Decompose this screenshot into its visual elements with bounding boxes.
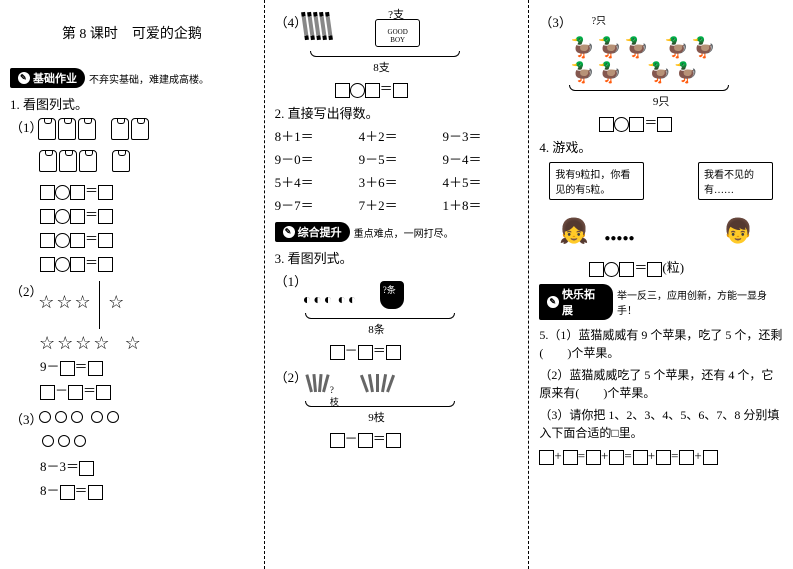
eq-line: 9－＝ xyxy=(40,357,254,377)
eq-boxes: ＝ xyxy=(40,181,254,201)
circles xyxy=(40,433,254,453)
circles xyxy=(37,413,120,428)
eq-boxes: －＝ xyxy=(330,341,519,361)
question-4: 4. 游戏。 xyxy=(539,137,783,156)
eq-sequence: +=+=+=+ xyxy=(539,448,783,465)
eq-boxes: －＝ xyxy=(330,429,519,449)
ducks: 🦆🦆🦆 🦆🦆 xyxy=(569,35,783,60)
badge-text: 综合提升 xyxy=(298,224,342,240)
eq-boxes: －＝ xyxy=(40,381,254,401)
dialog-1: 我有9粒扣，你看见的有5粒。 xyxy=(549,162,644,200)
carrots-icon xyxy=(361,367,401,397)
coat-icon xyxy=(112,150,130,172)
q5-3: （3）请你把 1、2、3、4、5、6、7、8 分别填入下面合适的□里。 xyxy=(539,406,783,442)
badge-sub: 举一反三，应用创新，方能一显身手！ xyxy=(617,287,783,317)
game-scene: 我有9粒扣，你看见的有5粒。 我看不见的有…… 👧 ●●●●● 👦 xyxy=(539,162,783,252)
q1-4-num: （4） xyxy=(275,12,299,31)
coat-icon xyxy=(59,150,77,172)
total-label: 8条 xyxy=(235,321,519,337)
coat-icon xyxy=(38,118,56,140)
eq-boxes: ＝ xyxy=(40,205,254,225)
eq-boxes: ＝ xyxy=(40,229,254,249)
q1-1-num: （1） xyxy=(10,117,34,136)
unit: (粒) xyxy=(662,260,684,275)
buttons-icon: ●●●●● xyxy=(604,233,634,244)
stars: ☆☆☆ ☆ xyxy=(37,296,125,311)
coat-icon xyxy=(58,118,76,140)
eq-line: 8－＝ xyxy=(40,481,254,501)
coat-icon xyxy=(79,150,97,172)
section-comprehensive: 综合提升 重点难点，一网打尽。 xyxy=(275,222,519,242)
pencil-icon xyxy=(283,226,295,238)
question-1: 1. 看图列式。 xyxy=(10,94,254,113)
carrots-icon: ?枝 xyxy=(302,367,342,397)
badge-text: 基础作业 xyxy=(33,70,77,86)
total-label: 9只 xyxy=(539,93,783,109)
pencil-box-icon: GOODBOY xyxy=(375,19,420,47)
badge-sub: 重点难点，一网打尽。 xyxy=(354,225,454,240)
q1-3-num: （3） xyxy=(10,409,34,428)
coat-icon xyxy=(131,118,149,140)
eq-boxes: ＝(粒) xyxy=(589,258,783,278)
coat-icon xyxy=(39,150,57,172)
coat-icon xyxy=(111,118,129,140)
badge-sub: 不弃实基础，难建成高楼。 xyxy=(89,71,209,86)
q3-2-num: （2） xyxy=(275,367,299,386)
boy-icon: 👦 xyxy=(723,217,753,252)
pencil-icon xyxy=(18,72,30,84)
brace-icon xyxy=(305,401,455,407)
lesson-title: 第 8 课时 可爱的企鹅 xyxy=(10,23,254,43)
eq-boxes: ＝ xyxy=(40,253,254,273)
pens-icon xyxy=(302,12,352,47)
question-3: 3. 看图列式。 xyxy=(275,248,519,267)
eq-boxes: ＝ xyxy=(599,113,783,133)
stars: ☆☆☆☆ ☆ xyxy=(38,333,254,353)
fish-group: ◐◐◐ ◐◐ xyxy=(302,292,361,307)
calc-grid: 8＋1＝4＋2＝9－3＝ 9－0＝9－5＝9－4＝ 5＋4＝3＋6＝4＋5＝ 9… xyxy=(275,126,519,214)
q5-2: （2）蓝猫威威吃了 5 个苹果，还有 4 个，它原来有( )个苹果。 xyxy=(539,366,783,402)
girl-icon: 👧 xyxy=(559,217,589,252)
badge-text: 快乐拓展 xyxy=(562,286,605,318)
q3-3-num: （3） xyxy=(539,12,563,31)
brace-icon xyxy=(310,51,460,57)
q3-1-num: （1） xyxy=(275,271,299,290)
brace-icon xyxy=(569,85,729,91)
q5-1: 5.（1）蓝猫威威有 9 个苹果，吃了 5 个，还剩( )个苹果。 xyxy=(539,326,783,362)
section-basic: 基础作业 不弃实基础，难建成高楼。 xyxy=(10,68,254,88)
eq-boxes: ＝ xyxy=(335,79,519,99)
section-extend: 快乐拓展 举一反三，应用创新，方能一显身手！ xyxy=(539,284,783,320)
q-label: ?只 xyxy=(592,16,606,27)
coat-icon xyxy=(78,118,96,140)
total-label: 9枝 xyxy=(235,409,519,425)
eq-line: 8－3＝ xyxy=(40,457,254,477)
ducks: 🦆🦆 🦆🦆 xyxy=(569,60,783,85)
vase-icon xyxy=(376,271,408,309)
brace-icon xyxy=(305,313,455,319)
dialog-2: 我看不见的有…… xyxy=(698,162,773,200)
q1-2-num: （2） xyxy=(10,281,34,300)
question-2: 2. 直接写出得数。 xyxy=(275,103,519,122)
total-label: 8支 xyxy=(245,59,519,75)
pencil-icon xyxy=(547,296,559,308)
